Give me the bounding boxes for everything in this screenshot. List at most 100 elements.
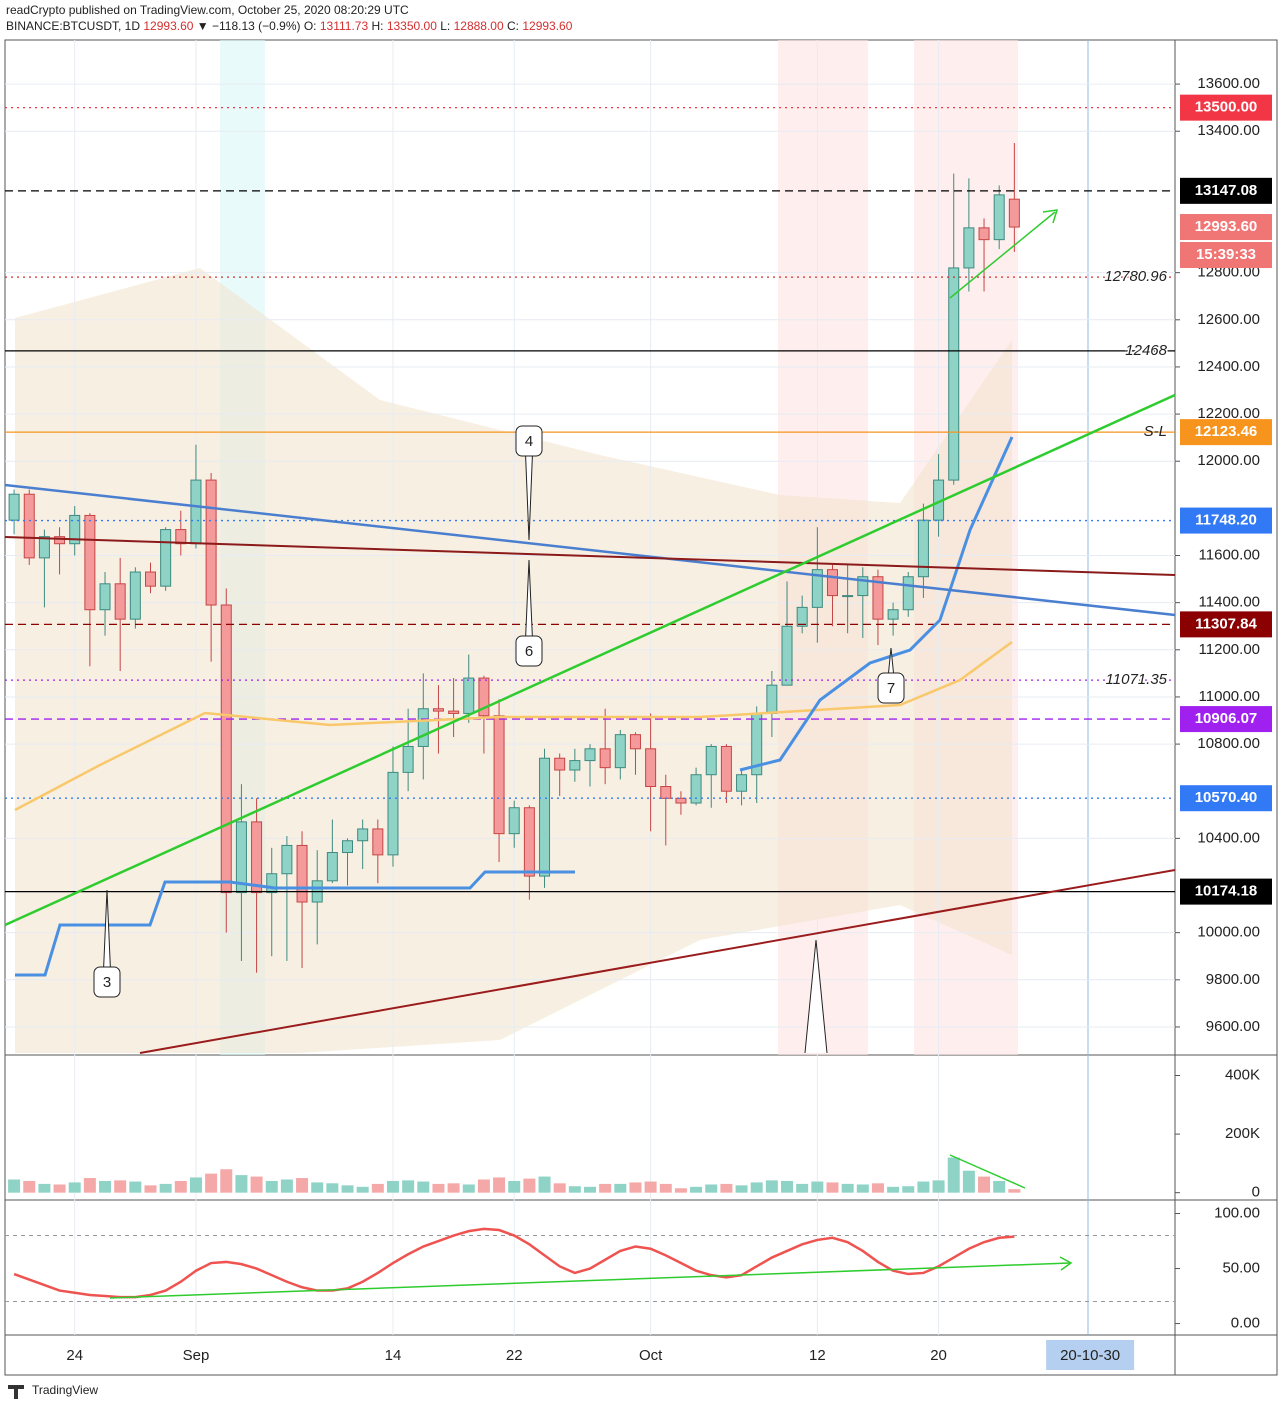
candle-body [826, 569, 838, 597]
volume-bar [68, 1182, 81, 1193]
candle-body [160, 529, 172, 587]
candle-body [251, 821, 263, 894]
price-label: 12993.60 [1195, 218, 1258, 235]
callout-pointer [102, 889, 112, 983]
candle-body [220, 604, 232, 894]
candle-body [720, 745, 732, 792]
cloud [15, 268, 1012, 1053]
callout-pointer [524, 559, 534, 652]
oscillator-line [13, 1227, 1015, 1299]
volume-bar [23, 1180, 36, 1193]
volume-bar [796, 1183, 809, 1193]
candle-body [993, 194, 1005, 241]
candle-body [948, 267, 960, 481]
price-label-bg [1180, 177, 1272, 204]
candle-body [417, 708, 429, 747]
volume-bar [174, 1180, 187, 1193]
price-label: 13147.08 [1195, 182, 1258, 199]
volume-bar [811, 1181, 824, 1193]
candle-body [796, 606, 808, 627]
ohlc-value: 13350.00 [387, 19, 437, 33]
volume-bar [629, 1182, 642, 1193]
volume-bar [932, 1180, 945, 1193]
price-label-bg [1180, 611, 1272, 638]
callout-pointer [524, 440, 534, 541]
arrow-head [1042, 209, 1059, 224]
brand-logo [8, 1385, 24, 1399]
candle-body [342, 840, 354, 854]
candle-body [508, 807, 520, 835]
symbol-text: BINANCE:BTCUSDT, 1D 12993.60 ▼ −118.13 (… [6, 19, 573, 33]
ohlc-value: 12993.60 [522, 19, 572, 33]
volume-bar [584, 1186, 596, 1193]
volume-bar [705, 1184, 718, 1193]
volume-bar [690, 1186, 703, 1193]
callout-box [515, 425, 543, 457]
y-tick-label: 13600.00 [1197, 75, 1260, 92]
candle-body [448, 710, 460, 714]
callout-pointer [804, 939, 828, 1054]
candle-body [614, 734, 626, 769]
volume-bar [220, 1169, 233, 1193]
volume-bar [993, 1180, 1006, 1193]
volume-bar [871, 1183, 884, 1193]
arrow-head [1059, 1256, 1073, 1271]
candle-body [38, 536, 50, 559]
y-tick-label: 200K [1225, 1125, 1260, 1142]
axes: 24 Sep 14 22 Oct 12 20 20-10-30 9600.00 9800.00 10… [66, 75, 1272, 1370]
grid [5, 40, 1175, 1335]
y-tick-label: 11000.00 [1199, 688, 1260, 705]
volume-bar [826, 1182, 839, 1193]
x-tick-label: 22 [506, 1347, 523, 1364]
y-tick-label: 100.00 [1214, 1205, 1260, 1222]
y-tick-label: 9600.00 [1206, 1018, 1260, 1035]
moving-average [14, 640, 1013, 812]
candle-body [811, 569, 823, 608]
candle-body [84, 514, 96, 611]
y-tick-label: 11600.00 [1199, 546, 1260, 563]
price-label: 10174.18 [1195, 883, 1258, 900]
candle-body [523, 807, 535, 877]
volume-bar [447, 1183, 460, 1193]
candle-body [599, 748, 611, 769]
volume-bar [599, 1183, 612, 1193]
trendline [4, 393, 1176, 927]
volume-bar [962, 1170, 975, 1193]
ohlc-value: 13111.73 [320, 19, 369, 33]
callout-text: 3 [103, 974, 111, 991]
arrow [109, 1262, 1071, 1299]
publish-line: readCrypto published on TradingView.com,… [6, 3, 409, 17]
candle-body [463, 677, 475, 714]
volume-bar [917, 1181, 930, 1193]
callout-text: 7 [887, 680, 895, 697]
candle-body [781, 625, 793, 686]
candle-body [887, 609, 899, 620]
y-tick-label: 10000.00 [1197, 924, 1260, 941]
volume-bar [296, 1178, 309, 1193]
y-tick-label: 11400.00 [1199, 594, 1260, 611]
candle-body [144, 571, 156, 587]
callout-text: 4 [525, 433, 533, 450]
volume-bar [311, 1182, 324, 1193]
price-label-bg [1180, 94, 1272, 121]
volume-bar [553, 1183, 566, 1193]
candle-body [296, 844, 308, 903]
volume-bar [781, 1180, 794, 1193]
level-text: 12468 [1125, 342, 1167, 359]
symbol: BINANCE:BTCUSDT, 1D [6, 19, 140, 33]
volume-bar [53, 1184, 66, 1193]
volume-bar [129, 1181, 142, 1193]
callout-text: 6 [525, 643, 533, 660]
x-tick-label: 20 [930, 1347, 947, 1364]
candle-body [175, 529, 187, 545]
x-tick-label: Sep [183, 1347, 210, 1364]
price-label: 11307.84 [1195, 615, 1257, 632]
volume-bar [462, 1184, 475, 1193]
trendline [4, 536, 1176, 576]
ohlc-key: H: [371, 19, 383, 33]
ohlc-value: 12888.00 [454, 19, 504, 33]
ohlc-key: O: [304, 19, 317, 33]
arrow [949, 1154, 1026, 1189]
candle-body [54, 536, 66, 545]
